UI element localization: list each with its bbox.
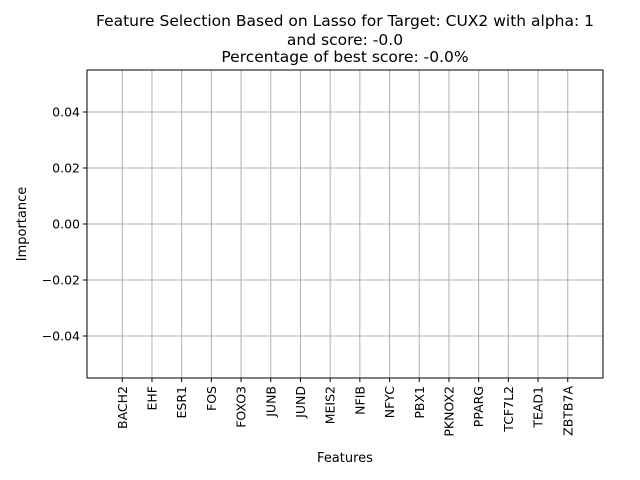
chart-title-line-3: Percentage of best score: -0.0% <box>221 48 468 66</box>
x-tick-label: NFYC <box>382 386 397 418</box>
x-tick-label: NFIB <box>352 386 367 415</box>
x-axis-label: Features <box>317 451 373 466</box>
x-tick-label: JUNB <box>263 386 278 418</box>
y-axis-label: Importance <box>15 187 30 262</box>
x-tick-label: ZBTB7A <box>560 386 575 436</box>
x-tick-label: EHF <box>144 386 159 411</box>
grid-lines <box>87 70 603 378</box>
x-tick-label: PBX1 <box>412 386 427 419</box>
x-tick-label: TCF7L2 <box>501 386 516 433</box>
x-tick-label: FOS <box>204 386 219 411</box>
y-tick-label: 0.00 <box>52 217 80 232</box>
x-tick-label: PKNOX2 <box>441 386 456 437</box>
x-tick-label: BACH2 <box>115 386 130 429</box>
y-tick-label: −0.02 <box>42 273 80 288</box>
y-tick-label: 0.02 <box>52 161 80 176</box>
chart-title-line-1: Feature Selection Based on Lasso for Tar… <box>96 12 594 30</box>
x-tick-label: ESR1 <box>174 386 189 418</box>
chart-title-line-2: and score: -0.0 <box>287 31 403 49</box>
x-axis-ticks: BACH2 EHF ESR1 FOS FOXO3 JUNB JUND MEIS2 NFIB NFY… <box>115 378 575 437</box>
x-tick-label: TEAD1 <box>531 386 546 429</box>
y-tick-label: 0.04 <box>52 105 80 120</box>
x-tick-label: PPARG <box>471 386 486 427</box>
x-tick-label: JUND <box>293 386 308 419</box>
y-axis-ticks: −0.04 −0.02 0.00 0.02 0.04 <box>42 105 87 344</box>
x-tick-label: FOXO3 <box>234 386 249 428</box>
y-tick-label: −0.04 <box>42 329 80 344</box>
x-tick-label: MEIS2 <box>323 386 338 424</box>
chart-title: Feature Selection Based on Lasso for Tar… <box>96 12 594 66</box>
